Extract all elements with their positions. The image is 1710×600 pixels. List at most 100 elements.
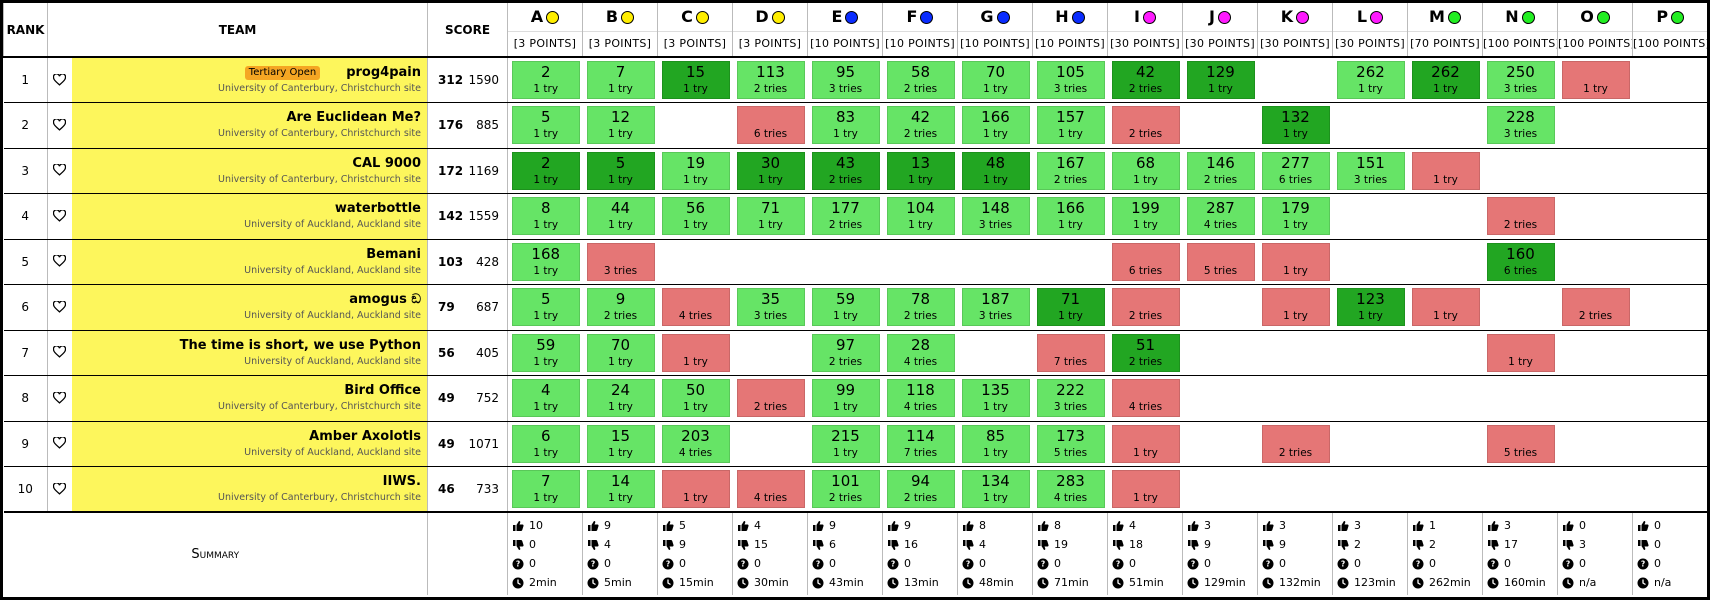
result-tries: 2 tries xyxy=(828,219,863,232)
score-solved: 46 xyxy=(438,482,455,496)
result-tries: 1 try xyxy=(533,310,559,323)
result-time: 123 xyxy=(1356,290,1385,309)
score-pair: 312 1590 xyxy=(428,73,507,87)
problem-cell: 42 2 tries xyxy=(882,102,958,149)
summary-pending-value: 0 xyxy=(829,557,836,570)
summary-pending-value: 0 xyxy=(979,557,986,570)
problem-cell: 148 3 tries xyxy=(957,193,1033,240)
result-first: 13 1 try xyxy=(886,151,955,190)
summary-cell: 10 0? 0 2min xyxy=(507,511,583,595)
problem-cell: 2 tries xyxy=(1107,284,1183,331)
result-time: 2 xyxy=(540,153,551,172)
problem-cell xyxy=(1032,239,1108,285)
result-solved: 14 1 try xyxy=(586,470,655,508)
result-tries: 1 try xyxy=(533,128,559,141)
problem-cell: 30 1 try xyxy=(732,148,808,194)
team-cell: Bemani University of Auckland, Auckland s… xyxy=(71,239,428,285)
result-tries: 1 try xyxy=(1283,128,1308,141)
problem-cell: 51 2 tries xyxy=(1107,330,1183,376)
result-solved: 167 2 tries xyxy=(1036,151,1105,190)
result-time: 58 xyxy=(910,63,931,81)
result-solved: 222 3 tries xyxy=(1036,379,1105,418)
result-time: 99 xyxy=(835,381,856,400)
summary-first-value: 48min xyxy=(979,576,1014,589)
summary-rejected: 3 xyxy=(1562,535,1632,554)
summary-accepted-value: 3 xyxy=(1504,519,1511,532)
problem-cell: 118 4 tries xyxy=(882,375,958,422)
problem-cell xyxy=(1332,466,1408,513)
problem-cell: 250 3 tries xyxy=(1482,57,1558,103)
problem-cell xyxy=(1632,239,1707,285)
problem-points: [3 POINTS] xyxy=(588,37,652,50)
problem-points: [30 POINTS] xyxy=(1335,37,1405,50)
score-penalty: 733 xyxy=(476,482,499,496)
result-time: 262 xyxy=(1431,63,1460,81)
problem-cell xyxy=(1407,330,1483,376)
result-tries: 1 try xyxy=(1508,355,1533,368)
result-time: 7 xyxy=(615,63,626,81)
result-tries: 4 tries xyxy=(1128,401,1163,414)
result-tries: 6 tries xyxy=(1128,264,1163,277)
score-solved: 312 xyxy=(438,73,464,87)
result-failed: 7 tries xyxy=(1036,333,1105,372)
result-solved: 7 1 try xyxy=(586,61,655,99)
result-first: 262 1 try xyxy=(1411,61,1480,99)
problem-cell: 222 3 tries xyxy=(1032,375,1108,422)
result-tries: 1 try xyxy=(1133,219,1158,232)
summary-accepted: 1 xyxy=(1412,516,1482,535)
favorite-button[interactable] xyxy=(47,239,72,285)
summary-rejected-value: 16 xyxy=(904,538,918,551)
team-affiliation: University of Auckland, Auckland site xyxy=(244,310,421,322)
problem-letter: J xyxy=(1209,7,1215,26)
result-solved: 42 2 tries xyxy=(886,106,955,145)
problem-cell: 15 1 try xyxy=(582,421,658,467)
result-time: 5 xyxy=(540,290,551,309)
result-time: 132 xyxy=(1281,108,1310,127)
problem-cell xyxy=(957,239,1033,285)
summary-accepted-value: 4 xyxy=(754,519,761,532)
favorite-button[interactable] xyxy=(47,284,72,331)
result-solved: 199 1 try xyxy=(1111,197,1180,236)
favorite-button[interactable] xyxy=(47,148,72,194)
result-failed: 1 try xyxy=(1111,424,1180,463)
summary-cell: 3 9? 0 132min xyxy=(1257,511,1333,595)
favorite-button[interactable] xyxy=(47,330,72,376)
favorite-button[interactable] xyxy=(47,57,72,103)
score-solved: 49 xyxy=(438,391,455,406)
favorite-button[interactable] xyxy=(47,466,72,513)
problem-cell: 94 2 tries xyxy=(882,466,958,513)
problem-cell xyxy=(1332,193,1408,240)
problem-cell: 228 3 tries xyxy=(1482,102,1558,149)
favorite-button[interactable] xyxy=(47,102,72,149)
problem-cell xyxy=(1557,148,1633,194)
result-tries: 2 tries xyxy=(1503,219,1538,232)
result-solved: 15 1 try xyxy=(586,424,655,463)
result-solved: 135 1 try xyxy=(961,379,1030,418)
summary-cell: 0 0? 0 n/a xyxy=(1632,511,1707,595)
score-solved: 49 xyxy=(438,436,455,451)
summary-pending-value: 0 xyxy=(1654,557,1661,570)
result-tries: 1 try xyxy=(608,128,633,141)
score-pair: 103 428 xyxy=(428,255,507,269)
problem-cell: 78 2 tries xyxy=(882,284,958,331)
team-row: 2 Are Euclidean Me? University of Canterbu… xyxy=(3,102,1707,149)
result-time: 97 xyxy=(835,335,856,354)
result-solved: 94 2 tries xyxy=(886,470,955,508)
score-pair: 56 405 xyxy=(428,346,507,360)
result-tries: 1 try xyxy=(533,264,559,277)
problem-points: [10 POINTS] xyxy=(1035,37,1105,50)
result-tries: 3 tries xyxy=(978,219,1013,232)
favorite-button[interactable] xyxy=(47,421,72,467)
summary-rejected: 4 xyxy=(962,535,1032,554)
result-time: 199 xyxy=(1131,199,1160,218)
favorite-button[interactable] xyxy=(47,193,72,240)
problem-cell xyxy=(1407,102,1483,149)
result-solved: 7 1 try xyxy=(512,470,580,508)
summary-pending-value: 0 xyxy=(1354,557,1361,570)
problem-cell xyxy=(1632,421,1707,467)
summary-accepted-value: 8 xyxy=(1054,519,1061,532)
result-time: 250 xyxy=(1506,63,1535,81)
favorite-button[interactable] xyxy=(47,375,72,422)
score-pair: 142 1559 xyxy=(428,209,507,223)
